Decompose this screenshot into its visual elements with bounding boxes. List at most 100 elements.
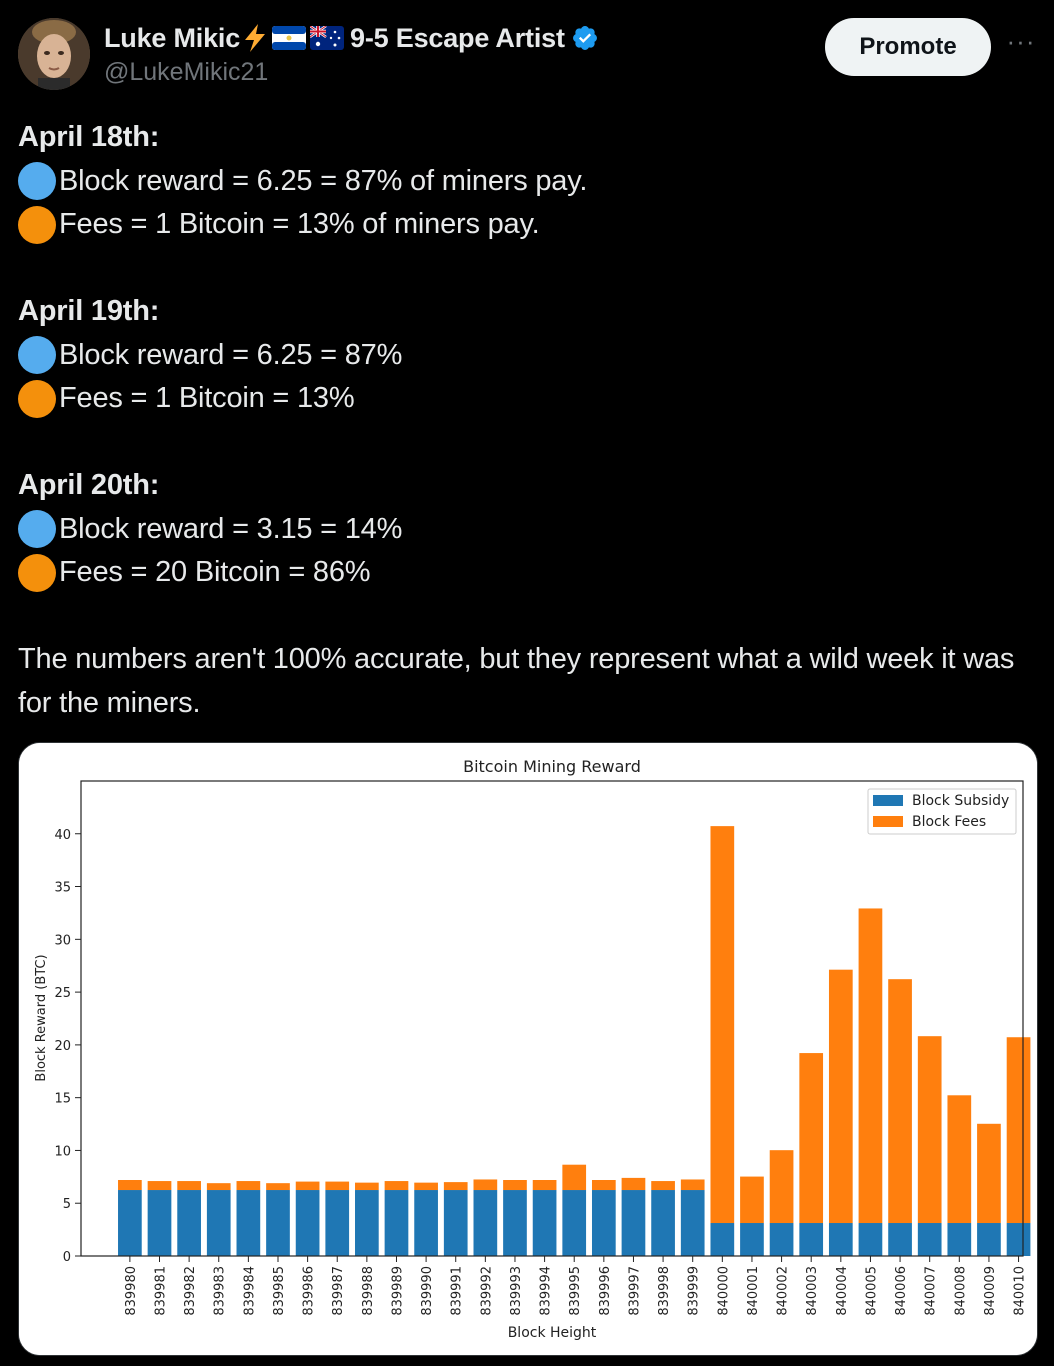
section-april-20: April 20th: Block reward = 3.15 = 14% Fe… [18, 464, 1038, 595]
x-tick-label: 839992 [479, 1266, 494, 1316]
bar-block-fees [295, 1181, 320, 1191]
bar-block-fees [591, 1180, 616, 1191]
blue-circle-icon [18, 510, 56, 549]
plot-frame [80, 780, 1024, 1257]
fees-line: Fees = 20 Bitcoin = 86% [18, 551, 1038, 595]
bar-block-subsidy [888, 1223, 912, 1256]
x-tick-label: 839993 [509, 1266, 524, 1316]
y-tick-label: 5 [63, 1197, 71, 1212]
x-tick-label: 839988 [361, 1266, 376, 1316]
bar-block-subsidy [473, 1190, 498, 1256]
bar-block-subsidy [355, 1190, 379, 1256]
x-tick-label: 839982 [183, 1266, 198, 1316]
mining-reward-chart: Bitcoin Mining Reward Block Height Block… [19, 743, 1037, 1355]
chart-image[interactable]: Bitcoin Mining Reward Block Height Block… [18, 742, 1038, 1356]
bar-block-fees [532, 1180, 557, 1191]
bar-block-fees [651, 1181, 675, 1191]
line-text: Block reward = 6.25 = 87% of miners pay. [59, 164, 588, 197]
x-tick-label: 839989 [390, 1266, 405, 1316]
bar-block-subsidy [858, 1223, 883, 1256]
bar-block-subsidy [206, 1190, 231, 1256]
x-tick-label: 839986 [302, 1266, 317, 1316]
line-text: Fees = 1 Bitcoin = 13% [59, 382, 355, 414]
blue-circle-icon [18, 162, 56, 201]
block-reward-line: Block reward = 6.25 = 87% of miners pay. [18, 160, 1038, 204]
bar-block-fees [680, 1179, 705, 1191]
x-tick-label: 840005 [864, 1266, 879, 1316]
y-tick-label: 10 [54, 1144, 71, 1159]
x-tick-label: 839994 [539, 1266, 554, 1316]
el-salvador-flag-icon [272, 26, 307, 50]
bar-block-fees [917, 1036, 942, 1224]
bar-block-fees [947, 1095, 972, 1224]
bar-block-fees [828, 969, 853, 1224]
line-text: Block reward = 3.15 = 14% [59, 512, 403, 545]
fees-line: Fees = 1 Bitcoin = 13% [18, 377, 1038, 421]
x-tick-label: 839997 [627, 1266, 642, 1316]
bar-block-fees [888, 979, 912, 1224]
bar-block-subsidy [295, 1190, 320, 1256]
bar-block-subsidy [651, 1190, 675, 1256]
tweet-text: April 18th: Block reward = 6.25 = 87% of… [18, 116, 1038, 725]
x-tick-label: 839985 [272, 1266, 287, 1316]
x-tick-label: 840007 [924, 1266, 939, 1316]
name-emojis [242, 23, 345, 53]
x-tick-label: 839990 [420, 1266, 435, 1316]
orange-circle-icon [18, 205, 56, 244]
bar-block-fees [266, 1183, 290, 1191]
closing-text: The numbers aren't 100% accurate, but th… [18, 643, 1015, 719]
chart-title: Bitcoin Mining Reward [463, 757, 641, 776]
display-name[interactable]: Luke Mikic [104, 22, 241, 53]
bar-block-fees [1006, 1037, 1031, 1224]
more-options-icon[interactable]: ··· [1006, 26, 1036, 56]
bar-block-subsidy [947, 1223, 972, 1256]
bar-block-subsidy [443, 1190, 468, 1256]
fees-line: Fees = 1 Bitcoin = 13% of miners pay. [18, 203, 1038, 247]
chart-legend: Block Subsidy Block Fees [867, 788, 1017, 835]
section-april-19: April 19th: Block reward = 6.25 = 87% Fe… [18, 290, 1038, 421]
x-tick-label: 840000 [716, 1266, 731, 1316]
bar-block-fees [858, 908, 883, 1224]
bar-block-subsidy [591, 1190, 616, 1256]
x-tick-label: 839991 [450, 1266, 465, 1316]
handle[interactable]: @LukeMikic21 [104, 58, 269, 86]
bar-block-subsidy [1006, 1223, 1031, 1256]
x-tick-label: 839980 [124, 1266, 139, 1316]
bar-block-subsidy [740, 1223, 764, 1256]
bar-block-subsidy [414, 1190, 438, 1256]
bar-block-fees [740, 1176, 764, 1224]
section-april-18: April 18th: Block reward = 6.25 = 87% of… [18, 116, 1038, 247]
bar-block-fees [414, 1182, 438, 1191]
bar-block-subsidy [532, 1190, 557, 1256]
bar-block-subsidy [177, 1190, 201, 1256]
legend-label-subsidy: Block Subsidy [912, 793, 1009, 809]
bar-block-fees [621, 1177, 646, 1191]
x-tick-label: 839995 [568, 1266, 583, 1316]
section-date: April 19th: [18, 295, 160, 327]
bar-block-fees [710, 826, 735, 1224]
x-tick-label: 839998 [657, 1266, 672, 1316]
bar-block-subsidy [236, 1190, 261, 1256]
y-tick-label: 0 [63, 1250, 71, 1265]
bar-block-subsidy [147, 1190, 172, 1256]
bar-block-subsidy [118, 1190, 142, 1256]
bar-block-fees [443, 1182, 468, 1191]
display-name-suffix[interactable]: 9-5 Escape Artist [350, 22, 565, 53]
bar-block-subsidy [828, 1223, 853, 1256]
verified-badge-icon[interactable] [571, 24, 599, 52]
promote-button[interactable]: Promote [825, 18, 991, 76]
bar-block-fees [147, 1181, 172, 1191]
bar-block-fees [977, 1123, 1001, 1224]
avatar[interactable] [18, 18, 90, 90]
block-reward-line: Block reward = 3.15 = 14% [18, 508, 1038, 552]
bar-block-subsidy [325, 1190, 350, 1256]
x-tick-label: 839981 [154, 1266, 169, 1316]
bar-block-subsidy [917, 1223, 942, 1256]
y-tick-label: 25 [54, 986, 71, 1001]
x-tick-label: 840006 [894, 1266, 909, 1316]
x-tick-label: 840001 [746, 1266, 761, 1316]
section-date: April 18th: [18, 121, 160, 153]
bar-block-subsidy [621, 1190, 646, 1256]
name-row: Luke Mikic [104, 20, 599, 56]
y-tick-label: 35 [54, 881, 71, 896]
